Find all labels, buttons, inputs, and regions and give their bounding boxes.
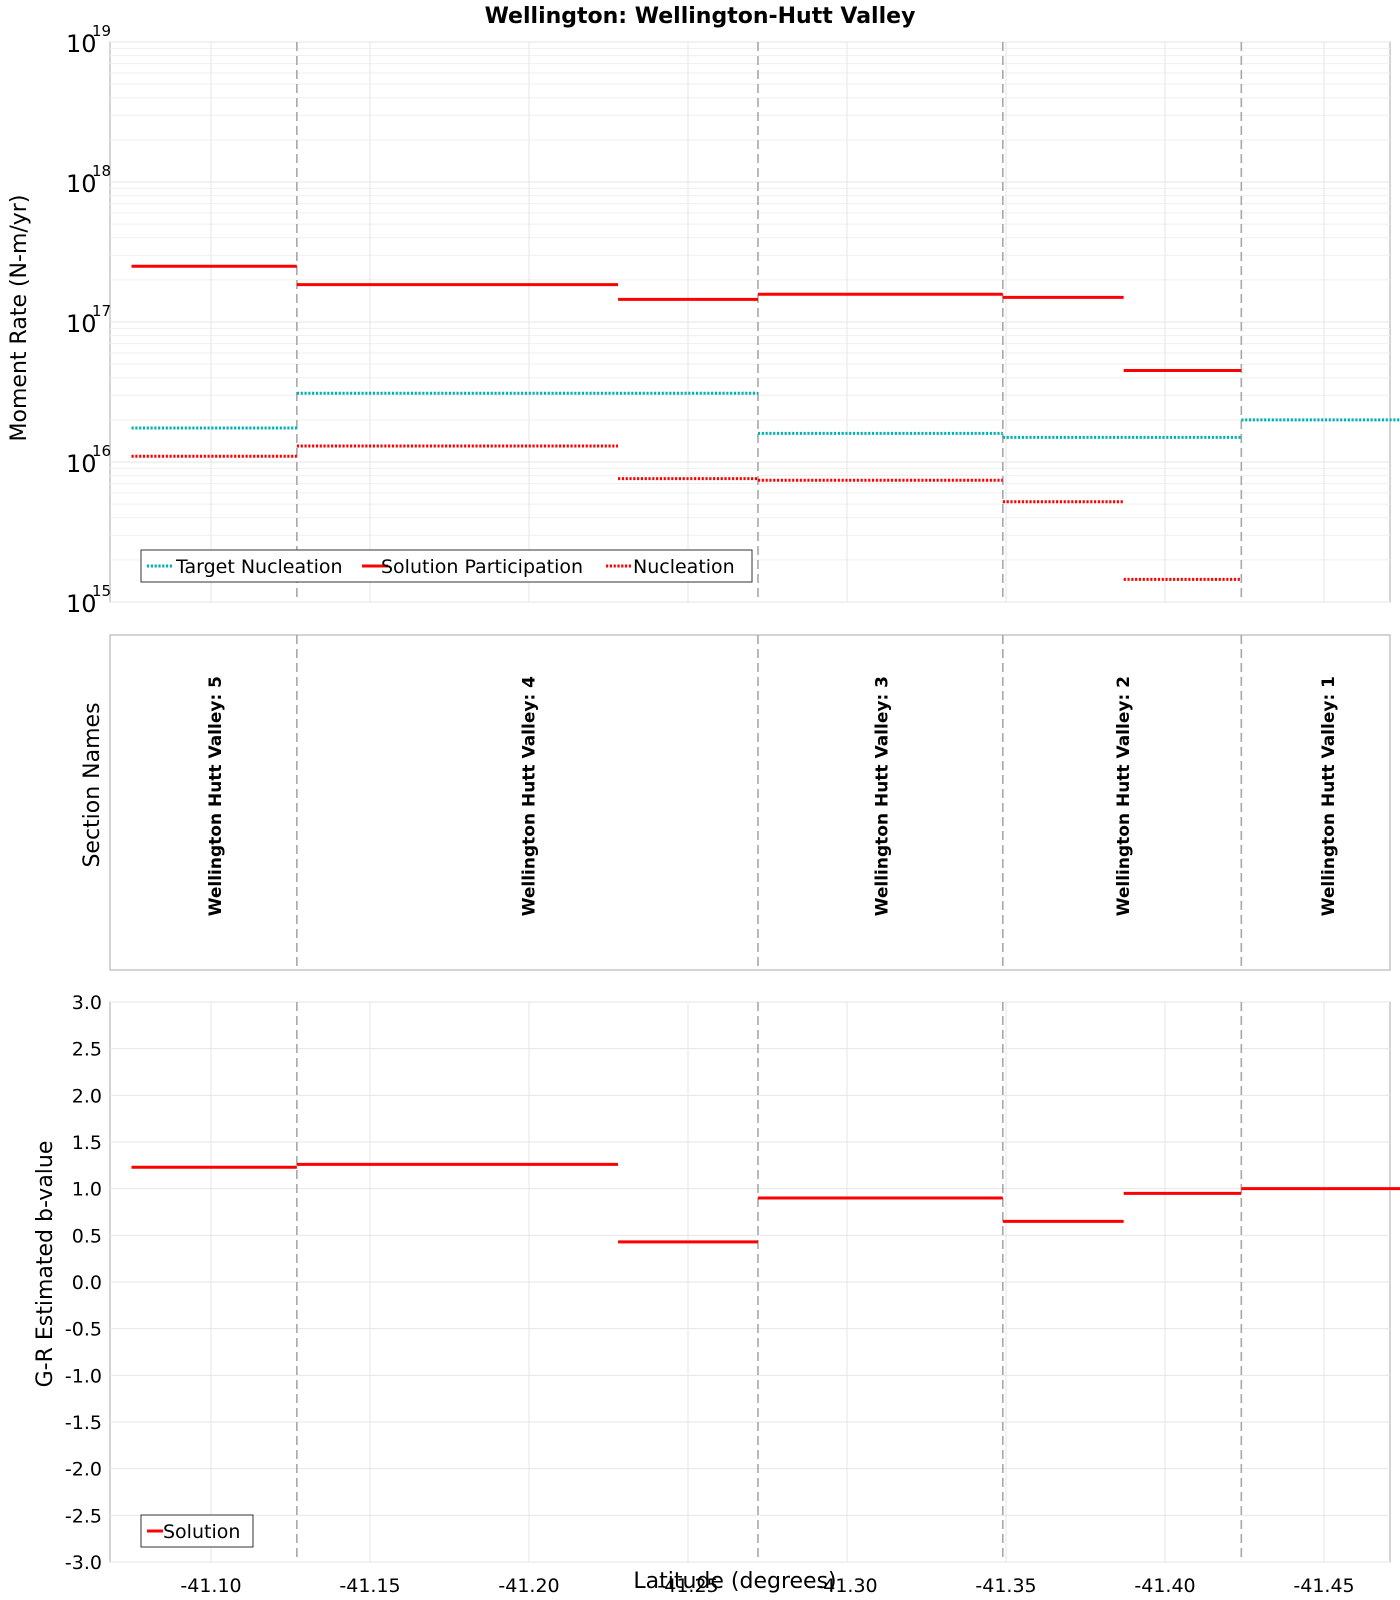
section-name-label: Wellington Hutt Valley: 2 (1114, 676, 1134, 916)
moment-y-tick-exponent: 15 (92, 582, 111, 600)
b-value-y-tick-label: 0.5 (72, 1225, 102, 1247)
moment-y-tick-label: 10 (66, 310, 97, 338)
x-tick-label: -41.30 (816, 1575, 877, 1597)
section-name-label: Wellington Hutt Valley: 5 (206, 676, 226, 916)
b-value-y-tick-label: -2.0 (65, 1459, 102, 1481)
x-tick-label: -41.15 (339, 1575, 400, 1597)
b-value-y-tick-label: 1.0 (72, 1179, 102, 1201)
legend-label: Solution (163, 1521, 240, 1543)
b-value-y-tick-label: 1.5 (72, 1132, 102, 1154)
x-tick-label: -41.45 (1293, 1575, 1354, 1597)
b-value-y-tick-label: -1.5 (65, 1412, 102, 1434)
section-names-y-axis-label: Section Names (80, 702, 105, 867)
x-tick-label: -41.40 (1134, 1575, 1195, 1597)
b-value-y-tick-label: 2.5 (72, 1039, 102, 1061)
moment-rate-y-axis-label: Moment Rate (N-m/yr) (7, 195, 32, 442)
x-tick-label: -41.20 (498, 1575, 559, 1597)
b-value-y-tick-label: 0.0 (72, 1272, 102, 1294)
moment-y-tick-exponent: 18 (92, 162, 111, 180)
moment-y-tick-label: 10 (66, 30, 97, 58)
legend-label: Nucleation (633, 556, 735, 578)
legend-label: Target Nucleation (175, 556, 343, 578)
moment-y-tick-exponent: 16 (92, 442, 111, 460)
legend-label: Solution Participation (381, 556, 583, 578)
moment-y-tick-exponent: 17 (92, 302, 111, 320)
moment-y-tick-exponent: 19 (92, 22, 111, 40)
section-name-label: Wellington Hutt Valley: 1 (1319, 676, 1339, 916)
moment-legend (140, 549, 753, 583)
sections-plot-area (109, 634, 1391, 971)
section-names-panel: Wellington Hutt Valley: 5 Wellington Hutt… (109, 634, 1391, 971)
b-value-y-tick-label: -0.5 (65, 1319, 102, 1341)
moment-y-tick-label: 10 (66, 170, 97, 198)
b-value-y-tick-label: 2.0 (72, 1085, 102, 1107)
section-name-label: Wellington Hutt Valley: 3 (872, 676, 892, 916)
b-value-y-tick-label: -2.5 (65, 1505, 102, 1527)
b-value-y-tick-label: -3.0 (65, 1552, 102, 1574)
b-value-y-tick-label: -1.0 (65, 1365, 102, 1387)
x-axis-label: Latitude (degrees) (633, 1569, 836, 1594)
moment-y-tick-label: 10 (66, 590, 97, 618)
b-value-y-tick-label: 3.0 (72, 992, 102, 1014)
x-tick-label: -41.25 (657, 1575, 718, 1597)
chart-title: Wellington: Wellington-Hutt Valley (485, 4, 916, 29)
b-value-y-axis-label: G-R Estimated b-value (33, 1141, 58, 1388)
moment-y-tick-label: 10 (66, 450, 97, 478)
section-name-label: Wellington Hutt Valley: 4 (519, 676, 539, 916)
b-value-panel: -3.0 -2.5 -2.0 -1.5 -1.0 -0.5 0.0 0.5 1.0 1.5 2.0 2… (65, 992, 1400, 1597)
x-tick-label: -41.10 (180, 1575, 241, 1597)
x-tick-label: -41.35 (975, 1575, 1036, 1597)
